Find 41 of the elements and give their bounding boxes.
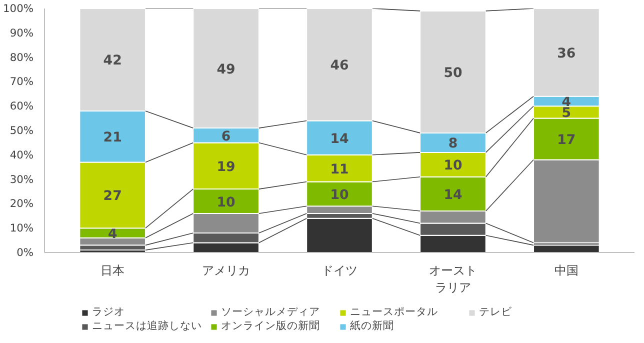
x-tick-label: ドイツ <box>322 264 358 278</box>
data-label: 6 <box>221 129 231 144</box>
data-label: 8 <box>448 136 458 152</box>
data-label: 27 <box>103 189 122 204</box>
legend-label: オンライン版の新聞 <box>221 319 321 333</box>
data-label: 10 <box>216 195 236 210</box>
legend-label: 紙の新聞 <box>350 319 395 333</box>
data-label: 14 <box>330 132 349 147</box>
data-label: 21 <box>103 130 122 146</box>
legend-label: テレビ <box>479 305 513 319</box>
x-tick-label: オーストラリア <box>428 264 477 294</box>
y-tick-label: 0% <box>16 246 34 259</box>
data-label: 19 <box>216 160 236 175</box>
data-label: 11 <box>330 162 349 178</box>
x-tick-label: 中国 <box>554 264 578 278</box>
y-tick-label: 70% <box>10 75 34 88</box>
y-tick-label: 40% <box>10 148 34 162</box>
y-tick-label: 80% <box>10 50 34 64</box>
y-tick-label: 50% <box>10 124 34 137</box>
data-label: 17 <box>557 133 576 148</box>
x-tick-label: 日本 <box>100 264 125 278</box>
bar <box>306 218 373 252</box>
data-label: 14 <box>444 188 462 203</box>
x-tick-label: アメリカ <box>202 264 250 278</box>
y-tick-label: 30% <box>10 172 34 186</box>
y-tick-label: 90% <box>10 26 34 40</box>
data-label: 49 <box>216 62 236 78</box>
data-label: 10 <box>444 158 462 174</box>
y-tick-label: 60% <box>10 100 34 113</box>
y-tick-label: 10% <box>10 222 34 235</box>
data-label: 46 <box>330 58 349 74</box>
legend-label: ラジオ <box>92 305 126 319</box>
data-label: 10 <box>330 188 349 203</box>
y-tick-label: 100% <box>3 2 34 15</box>
data-label: 50 <box>444 66 462 81</box>
data-label: 42 <box>103 54 122 69</box>
legend-label: ニュースは追跡しない <box>92 319 203 333</box>
legend-label: ソーシャルメディア <box>221 305 321 319</box>
y-tick-label: 20% <box>10 197 34 210</box>
legend-label: ニュースポータル <box>350 305 439 319</box>
data-label: 36 <box>557 46 576 62</box>
